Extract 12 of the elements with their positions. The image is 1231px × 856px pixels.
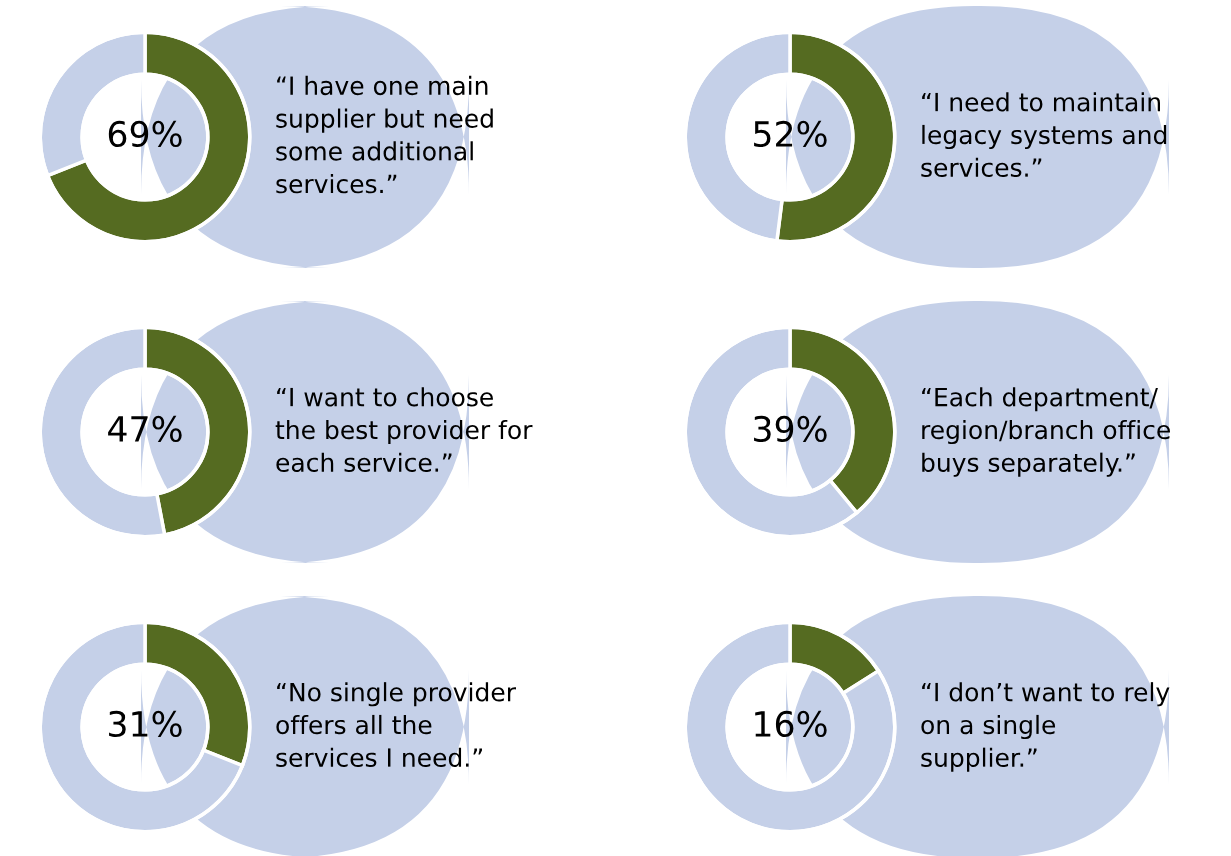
- data-label: 39%: [754, 415, 827, 443]
- data-label: 69%: [108, 120, 182, 148]
- text: “I have one main supplier but need some additional services.”: [276, 75, 493, 194]
- text: “I need to maintain legacy systems and services.”: [921, 92, 1167, 177]
- text: “I don’t want to rely on a single supplier.”: [921, 682, 1170, 772]
- text: “No single provider offers all the services I need.”: [276, 682, 516, 767]
- data-label: 47%: [108, 415, 182, 443]
- data-label: 31%: [109, 710, 182, 738]
- data-label: 16%: [755, 710, 827, 738]
- text: “I want to choose the best provider for each service.”: [275, 387, 533, 472]
- text: “Each department/ region/branch office buys separately.”: [922, 387, 1170, 477]
- data-label: 52%: [754, 120, 827, 148]
